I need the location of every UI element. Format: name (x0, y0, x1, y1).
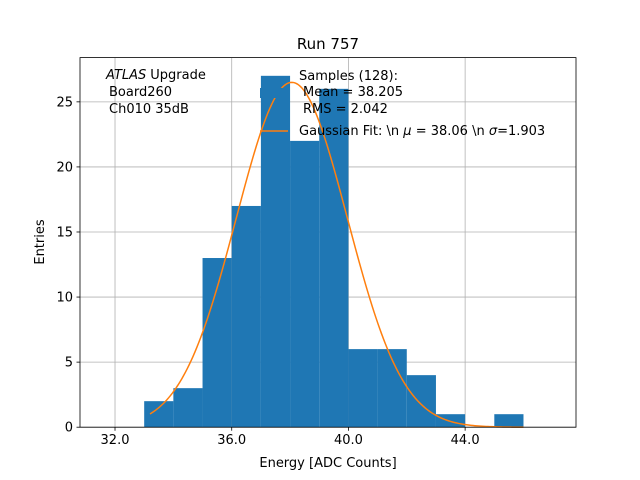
histogram-bars (144, 75, 524, 428)
legend-fit-mu: μ (402, 124, 411, 139)
annotation-upgrade: Upgrade (150, 68, 206, 83)
gaussian-fit-curve (149, 81, 524, 428)
legend-fit-part-1: Gaussian Fit: \n (299, 124, 403, 139)
legend-fit-sigma: σ (489, 124, 498, 139)
annotation-line-1: ATLAS Upgrade (105, 68, 206, 83)
y-tick-label: 15 (56, 225, 73, 240)
legend-fit-label: Gaussian Fit: \n μ = 38.06 \n σ=1.903 (299, 124, 545, 139)
x-tick-label: 32.0 (101, 433, 130, 448)
x-axis-label: Energy [ADC Counts] (259, 456, 396, 471)
histogram-bar (202, 258, 232, 428)
x-tick-label: 36.0 (217, 433, 246, 448)
histogram-bar (377, 349, 407, 428)
fit-curve-group (149, 81, 524, 428)
legend-fit-part-3: =1.903 (497, 124, 545, 139)
histogram-bar (319, 88, 349, 428)
histogram-bar (290, 140, 320, 428)
y-tick-label: 10 (56, 291, 73, 306)
y-tick-label: 0 (65, 421, 73, 436)
experiment-name: ATLAS (105, 68, 146, 83)
y-axis-ticks: 0 5 10 15 20 25 (56, 95, 80, 436)
x-tick-label: 40.0 (334, 433, 363, 448)
annotation-line-2: Board260 (109, 85, 172, 100)
histogram-bar (173, 388, 203, 428)
y-tick-label: 20 (56, 160, 73, 175)
histogram-bar (144, 401, 174, 428)
axes-frame (79, 57, 577, 428)
histogram-bar (494, 414, 524, 428)
legend: Samples (128): Mean = 38.205 RMS = 2.042… (260, 69, 545, 139)
x-axis-ticks: 32.0 36.0 40.0 44.0 (101, 427, 480, 448)
legend-samples-title: Samples (128): (299, 69, 398, 84)
histogram-bar (348, 349, 378, 428)
experiment-annotation: ATLAS Upgrade Board260 Ch010 35dB (105, 68, 206, 117)
legend-samples-swatch (260, 88, 288, 98)
histogram-bar (406, 375, 436, 428)
legend-samples-rms: RMS = 2.042 (303, 102, 388, 117)
legend-samples-mean: Mean = 38.205 (303, 85, 403, 100)
y-axis-label: Entries (33, 219, 48, 265)
y-tick-label: 25 (56, 95, 73, 110)
chart-title: Run 757 (297, 35, 359, 53)
legend-fit-part-2: = 38.06 \n (412, 124, 489, 139)
y-tick-label: 5 (65, 356, 73, 371)
histogram-bar (260, 75, 291, 428)
x-tick-label: 44.0 (451, 433, 480, 448)
annotation-line-3: Ch010 35dB (109, 102, 189, 117)
histogram-bar (231, 205, 261, 428)
